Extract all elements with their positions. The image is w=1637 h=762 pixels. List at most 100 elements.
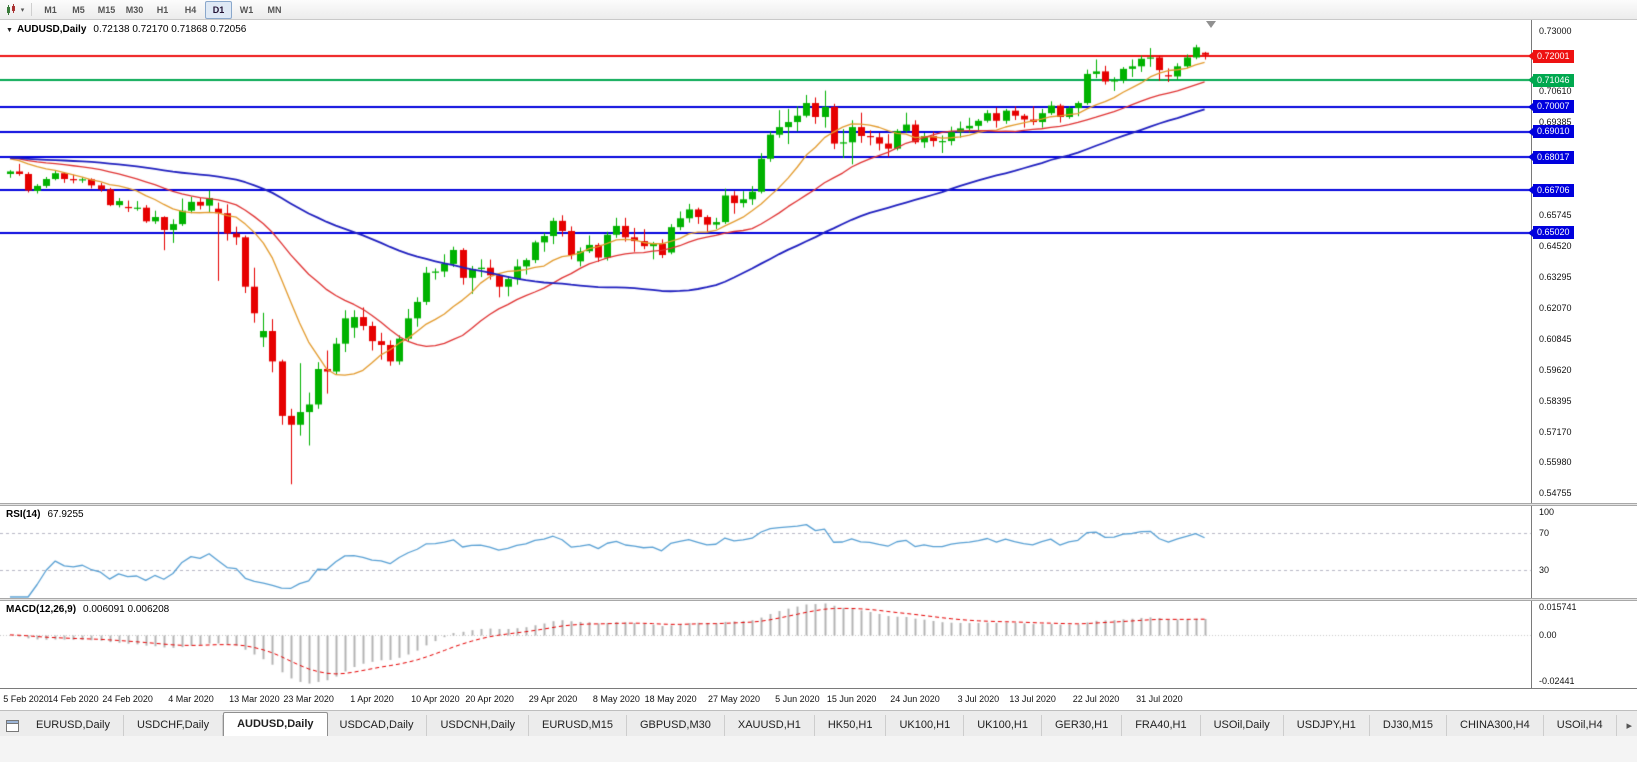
timeframe-button-d1[interactable]: D1 bbox=[205, 0, 232, 19]
timeframe-buttons: M1 M5 M15 M30 H1 H4 D1 W1 MN bbox=[37, 0, 288, 19]
date-tick-label: 20 Apr 2020 bbox=[465, 694, 514, 704]
price-tick-label: 0.57170 bbox=[1539, 426, 1572, 437]
tab-dj30-m15[interactable]: DJ30,M15 bbox=[1370, 715, 1448, 736]
panel-splitter[interactable] bbox=[0, 503, 1637, 506]
date-tick-label: 3 Jul 2020 bbox=[957, 694, 1000, 704]
tab-usoil-h4[interactable]: USOil,H4 bbox=[1544, 715, 1617, 736]
date-tick-label: 14 Feb 2020 bbox=[48, 694, 99, 704]
chart-tabs: EURUSD,Daily USDCHF,Daily AUDUSD,Daily USDC… bbox=[23, 712, 1617, 736]
price-line-badge: 0.72001 bbox=[1528, 49, 1574, 63]
date-tick-label: 18 May 2020 bbox=[644, 694, 697, 704]
collapse-arrow-icon[interactable]: ▼ bbox=[6, 27, 13, 34]
tab-eurusd-m15[interactable]: EURUSD,M15 bbox=[529, 715, 627, 736]
timeframe-toolbar: ▾ M1 M5 M15 M30 H1 H4 D1 W1 MN bbox=[0, 0, 1637, 20]
price-tick-label: 0.59620 bbox=[1539, 364, 1572, 375]
date-tick-label: 5 Jun 2020 bbox=[775, 694, 820, 704]
tab-eurusd-daily[interactable]: EURUSD,Daily bbox=[23, 715, 124, 736]
timeframe-button-m30[interactable]: M30 bbox=[125, 4, 144, 15]
tab-uk100-h1[interactable]: UK100,H1 bbox=[964, 715, 1042, 736]
price-tick-label: 0.64520 bbox=[1539, 240, 1572, 251]
timeframe-button-h4[interactable]: H4 bbox=[184, 4, 197, 15]
macd-tick-label: -0.02441 bbox=[1539, 676, 1575, 686]
price-line-badge: 0.70007 bbox=[1528, 100, 1574, 114]
rsi-label: RSI(14) 67.9255 bbox=[6, 509, 84, 520]
macd-tick-label: 0.00 bbox=[1539, 629, 1557, 640]
tab-usdjpy-h1[interactable]: USDJPY,H1 bbox=[1284, 715, 1370, 736]
tab-scroll-right-icon[interactable]: ▸ bbox=[1626, 720, 1632, 732]
chart-tab-bar: EURUSD,Daily USDCHF,Daily AUDUSD,Daily USDC… bbox=[0, 710, 1637, 736]
date-tick-label: 13 Jul 2020 bbox=[1009, 694, 1056, 704]
toolbar-separator bbox=[31, 3, 32, 16]
date-tick-label: 10 Apr 2020 bbox=[411, 694, 460, 704]
charts-menu-icon[interactable]: ▾ bbox=[4, 2, 26, 17]
price-tick-label: 0.54755 bbox=[1539, 488, 1572, 498]
timeframe-button-m1[interactable]: M1 bbox=[44, 4, 57, 15]
price-tick-label: 0.58395 bbox=[1539, 395, 1572, 406]
price-line-badge: 0.68017 bbox=[1528, 150, 1574, 164]
price-tick-label: 0.60845 bbox=[1539, 333, 1572, 344]
date-tick-label: 24 Feb 2020 bbox=[102, 694, 153, 704]
price-line-badge: 0.69010 bbox=[1528, 125, 1574, 139]
time-axis[interactable]: 5 Feb 2020 14 Feb 2020 24 Feb 2020 4 Mar 20… bbox=[0, 688, 1637, 710]
window-icon bbox=[5, 719, 19, 732]
date-tick-label: 1 Apr 2020 bbox=[350, 694, 394, 704]
price-tick-label: 0.62070 bbox=[1539, 302, 1572, 313]
chart-title: ▼ AUDUSD,Daily 0.72138 0.72170 0.71868 0.7… bbox=[6, 24, 246, 35]
price-axis[interactable]: 0.73000 0.70610 0.69385 0.65745 0.64520 0.632… bbox=[1528, 20, 1637, 688]
panel-splitter[interactable] bbox=[0, 598, 1637, 601]
chevron-down-icon: ▾ bbox=[20, 6, 25, 14]
price-tick-label: 0.73000 bbox=[1539, 25, 1572, 36]
chart-region: ▼ AUDUSD,Daily 0.72138 0.72170 0.71868 0.7… bbox=[0, 20, 1637, 710]
macd-tick-label: 0.015741 bbox=[1539, 602, 1577, 612]
tab-usoil-daily[interactable]: USOil,Daily bbox=[1201, 715, 1284, 736]
timeframe-button-h1[interactable]: H1 bbox=[156, 4, 169, 15]
tab-audusd-daily[interactable]: AUDUSD,Daily bbox=[223, 712, 328, 736]
date-tick-label: 24 Jun 2020 bbox=[890, 694, 940, 704]
price-tick-label: 0.55980 bbox=[1539, 456, 1572, 467]
timeframe-button-m15[interactable]: M15 bbox=[97, 4, 116, 15]
status-strip bbox=[0, 736, 1637, 762]
rsi-tick-label: 30 bbox=[1539, 564, 1550, 575]
tab-china300-h4[interactable]: CHINA300,H4 bbox=[1447, 715, 1544, 736]
price-tick-label: 0.69385 bbox=[1539, 117, 1572, 128]
chart-canvas[interactable] bbox=[0, 20, 1637, 710]
date-tick-label: 8 May 2020 bbox=[592, 694, 640, 704]
tab-hk50-h1[interactable]: HK50,H1 bbox=[815, 715, 887, 736]
date-tick-label: 23 Mar 2020 bbox=[283, 694, 334, 704]
date-tick-label: 22 Jul 2020 bbox=[1072, 694, 1120, 704]
date-tick-label: 4 Mar 2020 bbox=[168, 694, 214, 704]
price-line-badge: 0.71046 bbox=[1528, 73, 1574, 87]
tab-ger30-h1[interactable]: GER30,H1 bbox=[1042, 715, 1123, 736]
rsi-value: 67.9255 bbox=[47, 509, 84, 520]
date-tick-label: 5 Feb 2020 bbox=[3, 694, 49, 704]
ohlc-values: 0.72138 0.72170 0.71868 0.72056 bbox=[93, 24, 247, 35]
tab-usdchf-daily[interactable]: USDCHF,Daily bbox=[124, 715, 224, 736]
date-tick-label: 27 May 2020 bbox=[707, 694, 761, 704]
macd-values: 0.006091 0.006208 bbox=[83, 604, 170, 615]
rsi-tick-label: 100 bbox=[1539, 507, 1555, 517]
price-line-badge: 0.65020 bbox=[1528, 226, 1574, 240]
timeframe-button-mn[interactable]: MN bbox=[267, 4, 282, 15]
rsi-tick-label: 70 bbox=[1539, 528, 1550, 539]
chart-shift-marker[interactable] bbox=[1206, 21, 1216, 28]
macd-name: MACD(12,26,9) bbox=[6, 604, 77, 615]
tab-fra40-h1[interactable]: FRA40,H1 bbox=[1122, 715, 1201, 736]
date-tick-label: 15 Jun 2020 bbox=[826, 694, 877, 704]
tab-xauusd-h1[interactable]: XAUUSD,H1 bbox=[725, 715, 815, 736]
symbol-label: AUDUSD,Daily bbox=[16, 24, 87, 35]
price-line-badge: 0.66706 bbox=[1528, 183, 1574, 197]
date-tick-label: 31 Jul 2020 bbox=[1136, 694, 1183, 704]
chart-window-icon[interactable] bbox=[3, 716, 21, 735]
tab-gbpusd-m30[interactable]: GBPUSD,M30 bbox=[627, 715, 725, 736]
tab-usdcad-daily[interactable]: USDCAD,Daily bbox=[327, 715, 428, 736]
timeframe-button-m5[interactable]: M5 bbox=[72, 4, 85, 15]
rsi-name: RSI(14) bbox=[6, 509, 41, 520]
macd-label: MACD(12,26,9) 0.006091 0.006208 bbox=[6, 604, 169, 615]
tab-usdcnh-daily[interactable]: USDCNH,Daily bbox=[427, 715, 530, 736]
timeframe-button-w1[interactable]: W1 bbox=[239, 4, 254, 15]
tab-uk100-h1[interactable]: UK100,H1 bbox=[886, 715, 965, 736]
price-tick-label: 0.63295 bbox=[1539, 271, 1572, 282]
price-tick-label: 0.65745 bbox=[1539, 209, 1572, 220]
price-tick-label: 0.70610 bbox=[1539, 86, 1572, 97]
